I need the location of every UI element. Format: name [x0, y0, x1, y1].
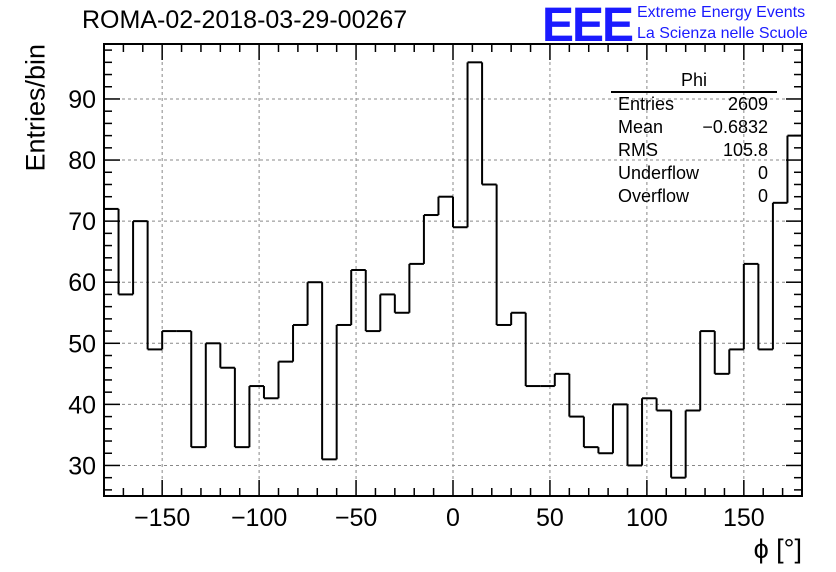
x-tick-label: 150: [723, 504, 765, 532]
stats-box: Phi Entries 2609 Mean −0.6832 RMS 105.8 …: [611, 70, 777, 208]
stats-row-mean: Mean −0.6832: [611, 116, 777, 139]
stats-label: Overflow: [618, 186, 690, 206]
tick-labels: −150 −100 −50 0 50 100 150 30 40 50 60 70 80 90: [68, 86, 765, 532]
stats-row-underflow: Underflow 0: [611, 162, 777, 185]
y-axis-label: Entries/bin: [20, 43, 51, 172]
x-tick-label: 100: [626, 504, 668, 532]
x-tick-label: −50: [335, 504, 377, 532]
y-tick-label: 50: [68, 330, 96, 358]
stats-value: 0: [757, 163, 768, 183]
stats-row-rms: RMS 105.8: [611, 139, 777, 162]
y-tick-label: 90: [68, 86, 96, 114]
x-axis-label: ϕ [°]: [753, 534, 802, 564]
y-tick-label: 40: [68, 391, 96, 419]
plot-frame: [103, 43, 803, 497]
stats-value: 0: [757, 186, 768, 206]
y-tick-label: 60: [68, 269, 96, 297]
stats-label: Entries: [618, 94, 675, 114]
stats-row-overflow: Overflow 0: [611, 185, 777, 208]
stats-row-entries: Entries 2609: [611, 93, 777, 116]
x-tick-label: 0: [446, 504, 460, 532]
x-tick-label: −150: [134, 504, 190, 532]
x-tick-label: 50: [536, 504, 564, 532]
logo-line-2: La Scienza nelle Scuole: [637, 25, 808, 42]
stats-title: Phi: [611, 70, 777, 93]
histogram-bins: [104, 61, 802, 479]
y-tick-label: 70: [68, 208, 96, 236]
stats-value: 2609: [727, 94, 768, 114]
logo-line-1: Extreme Energy Events: [637, 4, 806, 21]
x-tick-label: −100: [231, 504, 287, 532]
stats-value: −0.6832: [702, 117, 768, 137]
y-tick-label: 30: [68, 452, 96, 480]
stats-value: 105.8: [722, 140, 768, 160]
eee-logo: EEE: [542, 0, 634, 52]
stats-label: RMS: [618, 140, 658, 160]
y-tick-label: 80: [68, 147, 96, 175]
stats-label: Underflow: [618, 163, 700, 183]
chart-title: ROMA-02-2018-03-29-00267: [82, 6, 408, 34]
stats-label: Mean: [618, 117, 664, 137]
